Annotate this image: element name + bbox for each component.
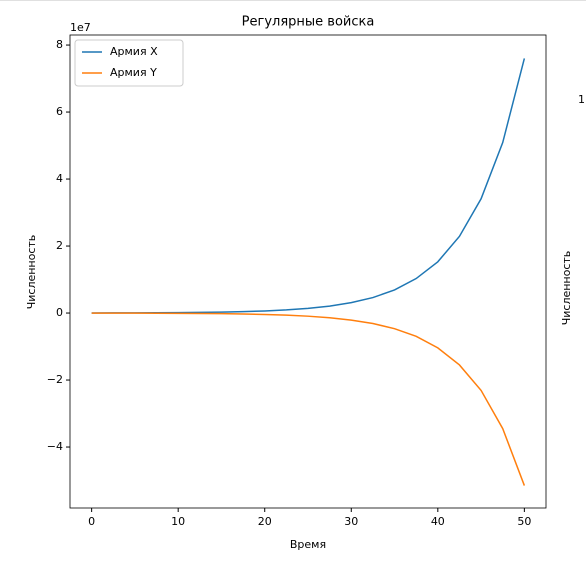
x-tick-label: 10 <box>171 515 185 528</box>
y-tick-label: 8 <box>56 38 63 51</box>
x-axis-label: Время <box>290 538 326 551</box>
chart-title: Регулярные войска <box>242 15 375 30</box>
cropped-offset-label: 1 <box>578 93 585 106</box>
x-tick-label: 20 <box>258 515 272 528</box>
y-tick-label: 6 <box>56 105 63 118</box>
legend-label: Армия Y <box>110 66 157 79</box>
y-tick-label: 2 <box>56 239 63 252</box>
y-offset-label: 1e7 <box>70 21 91 34</box>
y-tick-label: 0 <box>56 306 63 319</box>
x-tick-label: 0 <box>88 515 95 528</box>
x-tick-label: 30 <box>344 515 358 528</box>
y-tick-label: −2 <box>47 373 63 386</box>
plot-frame <box>69 34 547 509</box>
x-tick-label: 50 <box>517 515 531 528</box>
y-tick-label: 4 <box>56 172 63 185</box>
line-series <box>91 58 526 314</box>
x-tick-label: 40 <box>431 515 445 528</box>
y-axis-label: Численность <box>25 235 38 310</box>
legend-label: Армия X <box>110 45 158 58</box>
cropped-y-axis-label: Численность <box>560 251 573 326</box>
line-series <box>91 312 526 486</box>
y-tick-label: −4 <box>47 440 63 453</box>
